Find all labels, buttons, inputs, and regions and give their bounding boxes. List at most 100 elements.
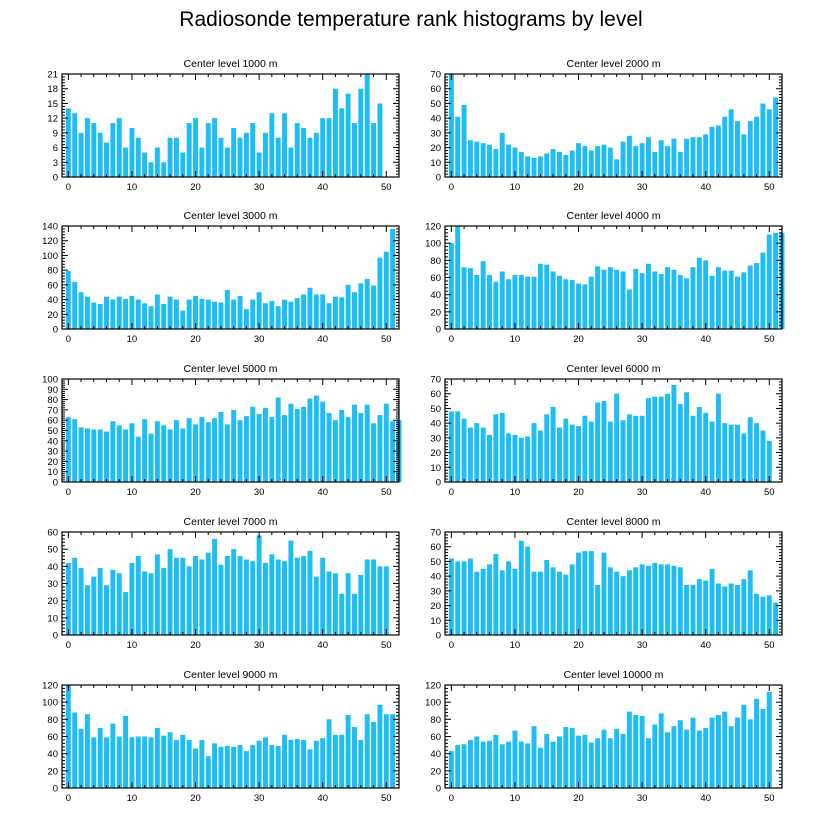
bar (364, 559, 370, 635)
bar (677, 567, 683, 635)
bar (262, 737, 268, 788)
bar (161, 735, 167, 788)
bar (301, 556, 307, 635)
bar (525, 743, 531, 788)
bar (614, 571, 620, 635)
bar (313, 576, 319, 635)
bar (614, 159, 620, 177)
panel-title: Center level 2000 m (567, 58, 661, 70)
bar (506, 561, 512, 635)
bar (735, 717, 740, 788)
bar (377, 103, 383, 177)
bar (709, 275, 715, 329)
bar (614, 269, 620, 329)
bar (518, 741, 524, 788)
bar (148, 737, 154, 788)
bar (773, 602, 779, 635)
y-tick-label: 0 (53, 478, 58, 489)
bar (544, 153, 550, 177)
bar (269, 417, 275, 482)
bar (339, 108, 345, 177)
x-tick-label: 30 (637, 182, 648, 193)
bar (722, 270, 728, 329)
bar (754, 423, 760, 482)
bar (326, 719, 332, 788)
bar (205, 123, 211, 177)
bar (371, 285, 377, 329)
bar (766, 234, 772, 329)
y-tick-label: 60 (430, 542, 441, 553)
bar (313, 132, 319, 177)
x-tick-label: 20 (190, 487, 201, 498)
bar (154, 147, 160, 177)
bar (690, 267, 696, 329)
bar (582, 284, 588, 329)
bar (282, 299, 288, 329)
bar (696, 257, 702, 329)
bar (250, 123, 256, 177)
bar (493, 414, 499, 482)
bar (269, 113, 275, 177)
bar (735, 584, 740, 635)
bar (645, 263, 651, 329)
bar (499, 744, 505, 788)
plot-frame (444, 531, 783, 636)
bar (607, 267, 613, 329)
bar (550, 271, 556, 329)
bar (173, 739, 179, 788)
bar (677, 720, 683, 788)
bar (728, 109, 734, 177)
bar (448, 411, 454, 482)
bar (237, 745, 243, 788)
y-tick-label: 100 (42, 698, 58, 709)
bar (256, 152, 262, 177)
bar (525, 436, 531, 482)
x-tick-label: 50 (764, 182, 775, 193)
bar (690, 137, 696, 177)
bar (65, 108, 71, 177)
bar (633, 415, 639, 482)
y-tick-label: 30 (47, 579, 58, 590)
y-tick-label: 40 (430, 290, 441, 301)
bar (237, 295, 243, 329)
x-tick-label: 40 (317, 487, 328, 498)
bar (193, 295, 199, 329)
bar (173, 557, 179, 635)
bar (313, 395, 319, 482)
bar (237, 137, 243, 177)
bar (301, 739, 307, 788)
bar (358, 739, 364, 788)
bar (320, 118, 326, 177)
bar (352, 404, 357, 482)
y-tick-label: 18 (47, 84, 58, 95)
y-tick-label: 30 (430, 586, 441, 597)
bar (487, 564, 492, 635)
bar (135, 736, 141, 788)
bar (148, 306, 154, 329)
bar (352, 593, 357, 635)
bar (218, 302, 224, 329)
bar (754, 116, 760, 177)
bar (607, 147, 613, 177)
bar (773, 97, 779, 177)
y-tick-label: 9 (53, 128, 58, 139)
bar (104, 585, 109, 635)
bar (339, 297, 345, 329)
bar (735, 424, 740, 482)
bar (569, 564, 575, 635)
bar (658, 713, 664, 788)
y-tick-label: 20 (47, 310, 58, 321)
bar (537, 747, 543, 788)
bar (288, 540, 294, 635)
bar (72, 712, 78, 788)
y-tick-label: 50 (430, 99, 441, 110)
bar (345, 284, 351, 329)
y-tick-label: 120 (42, 236, 58, 247)
bar (741, 272, 747, 329)
bar (294, 557, 300, 635)
bar (518, 540, 524, 635)
bar (212, 301, 218, 329)
bar (313, 740, 319, 788)
bar (256, 535, 262, 635)
bar (65, 417, 71, 482)
